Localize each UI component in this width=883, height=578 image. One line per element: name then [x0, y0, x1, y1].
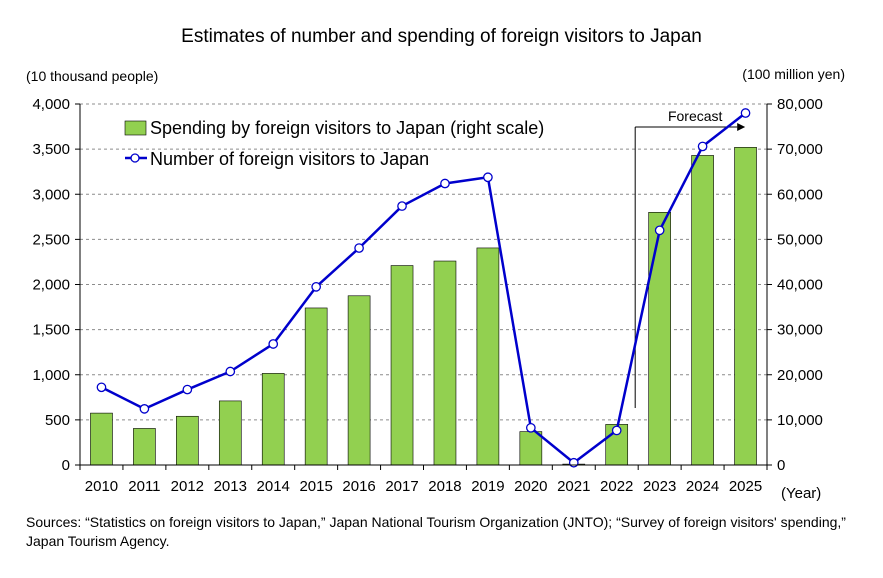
visitors-point — [611, 425, 622, 436]
visitors-point — [654, 225, 665, 236]
right-axis-unit: (100 million yen) — [742, 66, 845, 82]
visitors-point — [96, 382, 107, 393]
x-tick-label: 2020 — [514, 478, 547, 495]
right-tick-label: 40,000 — [777, 277, 823, 294]
bar-spending — [390, 265, 414, 466]
x-tick-label: 2025 — [729, 478, 762, 495]
left-tick-label: 2,000 — [32, 277, 70, 294]
sources-note: Sources: “Statistics on foreign visitors… — [26, 514, 846, 549]
right-tick-label: 0 — [777, 457, 785, 474]
legend-marker-visitors — [130, 153, 140, 163]
bar-spending — [218, 400, 242, 466]
bar-spending — [133, 428, 156, 466]
x-tick-label: 2010 — [85, 478, 118, 495]
left-axis-unit: (10 thousand people) — [26, 68, 159, 84]
bar-spending — [261, 373, 285, 466]
left-tick-label: 0 — [62, 457, 70, 474]
visitors-point — [697, 141, 708, 152]
right-tick-label: 80,000 — [777, 96, 823, 113]
x-tick-label: 2016 — [342, 478, 375, 495]
forecast-arrow-head — [737, 123, 746, 131]
left-tick-label: 2,500 — [32, 231, 70, 248]
visitors-point — [568, 457, 579, 468]
right-tick-label: 50,000 — [777, 231, 823, 248]
x-tick-label: 2019 — [471, 478, 504, 495]
visitors-point — [139, 404, 150, 414]
bar-spending — [519, 431, 543, 466]
forecast-marker: Forecast — [634, 108, 746, 408]
left-tick-label: 1,000 — [32, 367, 70, 384]
right-tick-label: 30,000 — [777, 322, 823, 339]
bar-series — [90, 147, 757, 466]
axes: 0 0 500 10,000 1,000 20,000 1,500 30,000 2,000 40… — [32, 96, 822, 502]
x-tick-label: 2018 — [428, 478, 461, 495]
legend: Spending by foreign visitors to Japan (r… — [124, 118, 544, 169]
legend-label-visitors: Number of foreign visitors to Japan — [150, 149, 429, 169]
x-tick-label: 2023 — [643, 478, 676, 495]
bar-spending — [176, 415, 199, 466]
x-tick-label: 2012 — [171, 478, 204, 495]
bar-spending — [691, 155, 714, 466]
bar-spending — [90, 412, 113, 466]
line-series — [96, 108, 751, 468]
x-tick-label: 2024 — [686, 478, 719, 495]
left-tick-label: 3,500 — [32, 141, 70, 158]
visitors-point — [397, 201, 407, 211]
x-tick-label: 2013 — [214, 478, 247, 495]
forecast-label: Forecast — [668, 108, 723, 124]
x-axis-unit: (Year) — [781, 485, 821, 502]
visitors-point — [740, 108, 751, 118]
x-tick-label: 2021 — [557, 478, 590, 495]
visitors-point — [354, 243, 364, 253]
left-tick-label: 500 — [45, 412, 70, 429]
x-tick-label: 2017 — [385, 478, 418, 495]
x-tick-label: 2011 — [128, 478, 160, 495]
right-tick-label: 60,000 — [777, 186, 823, 203]
visitors-point — [483, 172, 493, 183]
bar-spending — [648, 212, 671, 466]
bar-spending — [734, 147, 757, 466]
visitors-point — [268, 339, 279, 349]
right-tick-label: 10,000 — [777, 412, 823, 429]
right-tick-label: 70,000 — [777, 141, 823, 158]
left-tick-label: 4,000 — [32, 96, 70, 113]
visitors-line — [100, 112, 747, 464]
visitors-point — [440, 178, 450, 189]
bar-spending — [476, 247, 500, 466]
x-tick-label: 2022 — [600, 478, 633, 495]
visitors-point — [525, 422, 536, 433]
visitors-point — [225, 366, 236, 377]
visitors-point — [311, 281, 322, 292]
bar-spending — [433, 260, 457, 466]
left-tick-label: 1,500 — [32, 322, 70, 339]
bar-spending — [304, 307, 328, 466]
chart-title: Estimates of number and spending of fore… — [181, 26, 702, 47]
bar-spending — [347, 295, 371, 466]
x-tick-label: 2014 — [257, 478, 290, 495]
legend-swatch-spending — [124, 120, 147, 136]
left-tick-label: 3,000 — [32, 186, 70, 203]
right-tick-label: 20,000 — [777, 367, 823, 384]
legend-label-spending: Spending by foreign visitors to Japan (r… — [150, 118, 544, 138]
visitors-point — [182, 384, 193, 395]
x-tick-label: 2015 — [299, 478, 332, 495]
